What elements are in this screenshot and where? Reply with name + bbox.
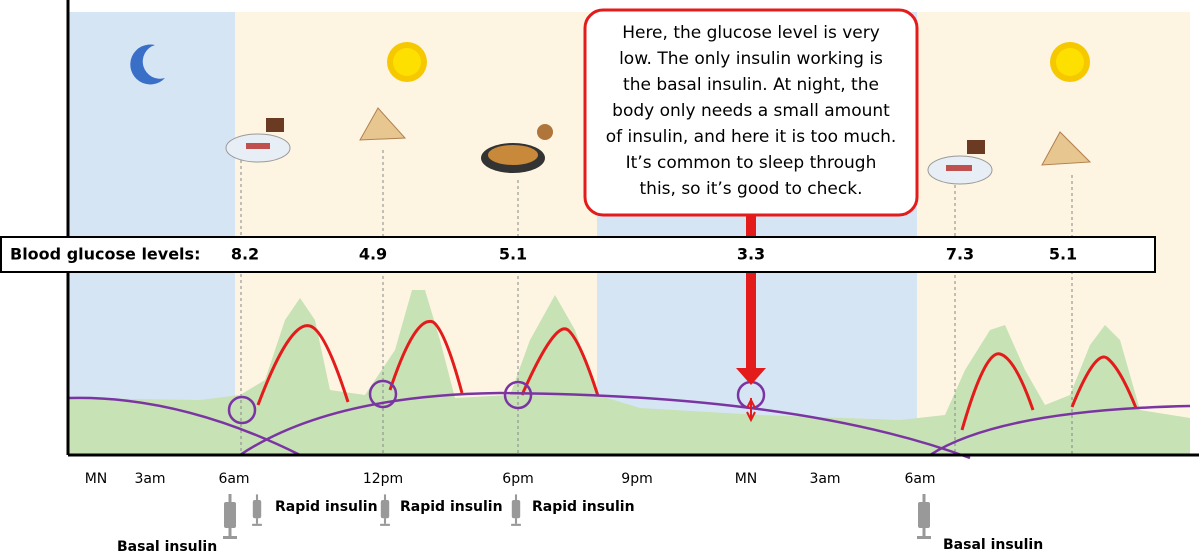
glucose-level: 5.1 [1049, 245, 1077, 264]
glucose-level: 3.3 [737, 245, 765, 264]
glucose-level: 7.3 [946, 245, 974, 264]
time-label: 3am [809, 471, 840, 487]
syringe [922, 528, 926, 536]
time-label: 9pm [621, 471, 652, 487]
syringe [514, 494, 518, 500]
syringe [228, 494, 232, 502]
syringe [223, 536, 237, 539]
syringe [380, 523, 390, 526]
syringe [252, 500, 262, 519]
syringe [255, 494, 259, 500]
syringe [511, 523, 521, 526]
callout-text: this, so it’s good to check. [640, 179, 863, 199]
callout-arrowhead [736, 368, 766, 385]
syringe [918, 502, 930, 528]
callout-text: of insulin, and here it is too much. [606, 127, 897, 147]
moon [130, 44, 165, 85]
night-band [68, 12, 235, 455]
glucose-area [68, 290, 1190, 455]
low-marker [746, 397, 756, 423]
syringe [922, 494, 926, 502]
sun [1050, 42, 1090, 82]
time-label: MN [735, 471, 758, 487]
callout-text: It’s common to sleep through [626, 153, 877, 173]
syringe [252, 523, 262, 526]
glucose-level: 8.2 [231, 245, 259, 264]
glucose-level: 4.9 [359, 245, 387, 264]
rapid-insulin-label: Rapid insulin [400, 499, 503, 515]
syringe [224, 502, 236, 528]
time-label: MN [85, 471, 108, 487]
syringe [380, 500, 390, 519]
syringe [917, 536, 931, 539]
rapid-insulin-label: Rapid insulin [532, 499, 635, 515]
banner [0, 236, 1156, 273]
callout-text: the basal insulin. At night, the [623, 75, 879, 95]
rapid-insulin-label: Rapid insulin [275, 499, 378, 515]
glucose-level: 5.1 [499, 245, 527, 264]
syringe [383, 518, 387, 524]
time-label: 6pm [502, 471, 533, 487]
basal-insulin-label: Basal insulin [117, 539, 217, 555]
syringe [511, 500, 521, 519]
callout-arrow [746, 215, 756, 370]
syringe [228, 528, 232, 536]
basal-insulin-label: Basal insulin [943, 537, 1043, 553]
syringe [514, 518, 518, 524]
syringe [383, 494, 387, 500]
time-label: 3am [134, 471, 165, 487]
syringe [255, 518, 259, 524]
banner-label: Blood glucose levels: [10, 245, 200, 264]
time-label: 6am [218, 471, 249, 487]
food-icons [225, 107, 1092, 185]
time-label: 12pm [363, 471, 403, 487]
sun [387, 42, 427, 82]
callout-text: body only needs a small amount [612, 101, 890, 121]
rapid-curves [256, 319, 1138, 431]
callout-text: low. The only insulin working is [619, 49, 883, 69]
callout-text: Here, the glucose level is very [622, 23, 880, 43]
basal-curves [67, 391, 1191, 460]
syringes [223, 494, 931, 539]
time-label: 6am [904, 471, 935, 487]
